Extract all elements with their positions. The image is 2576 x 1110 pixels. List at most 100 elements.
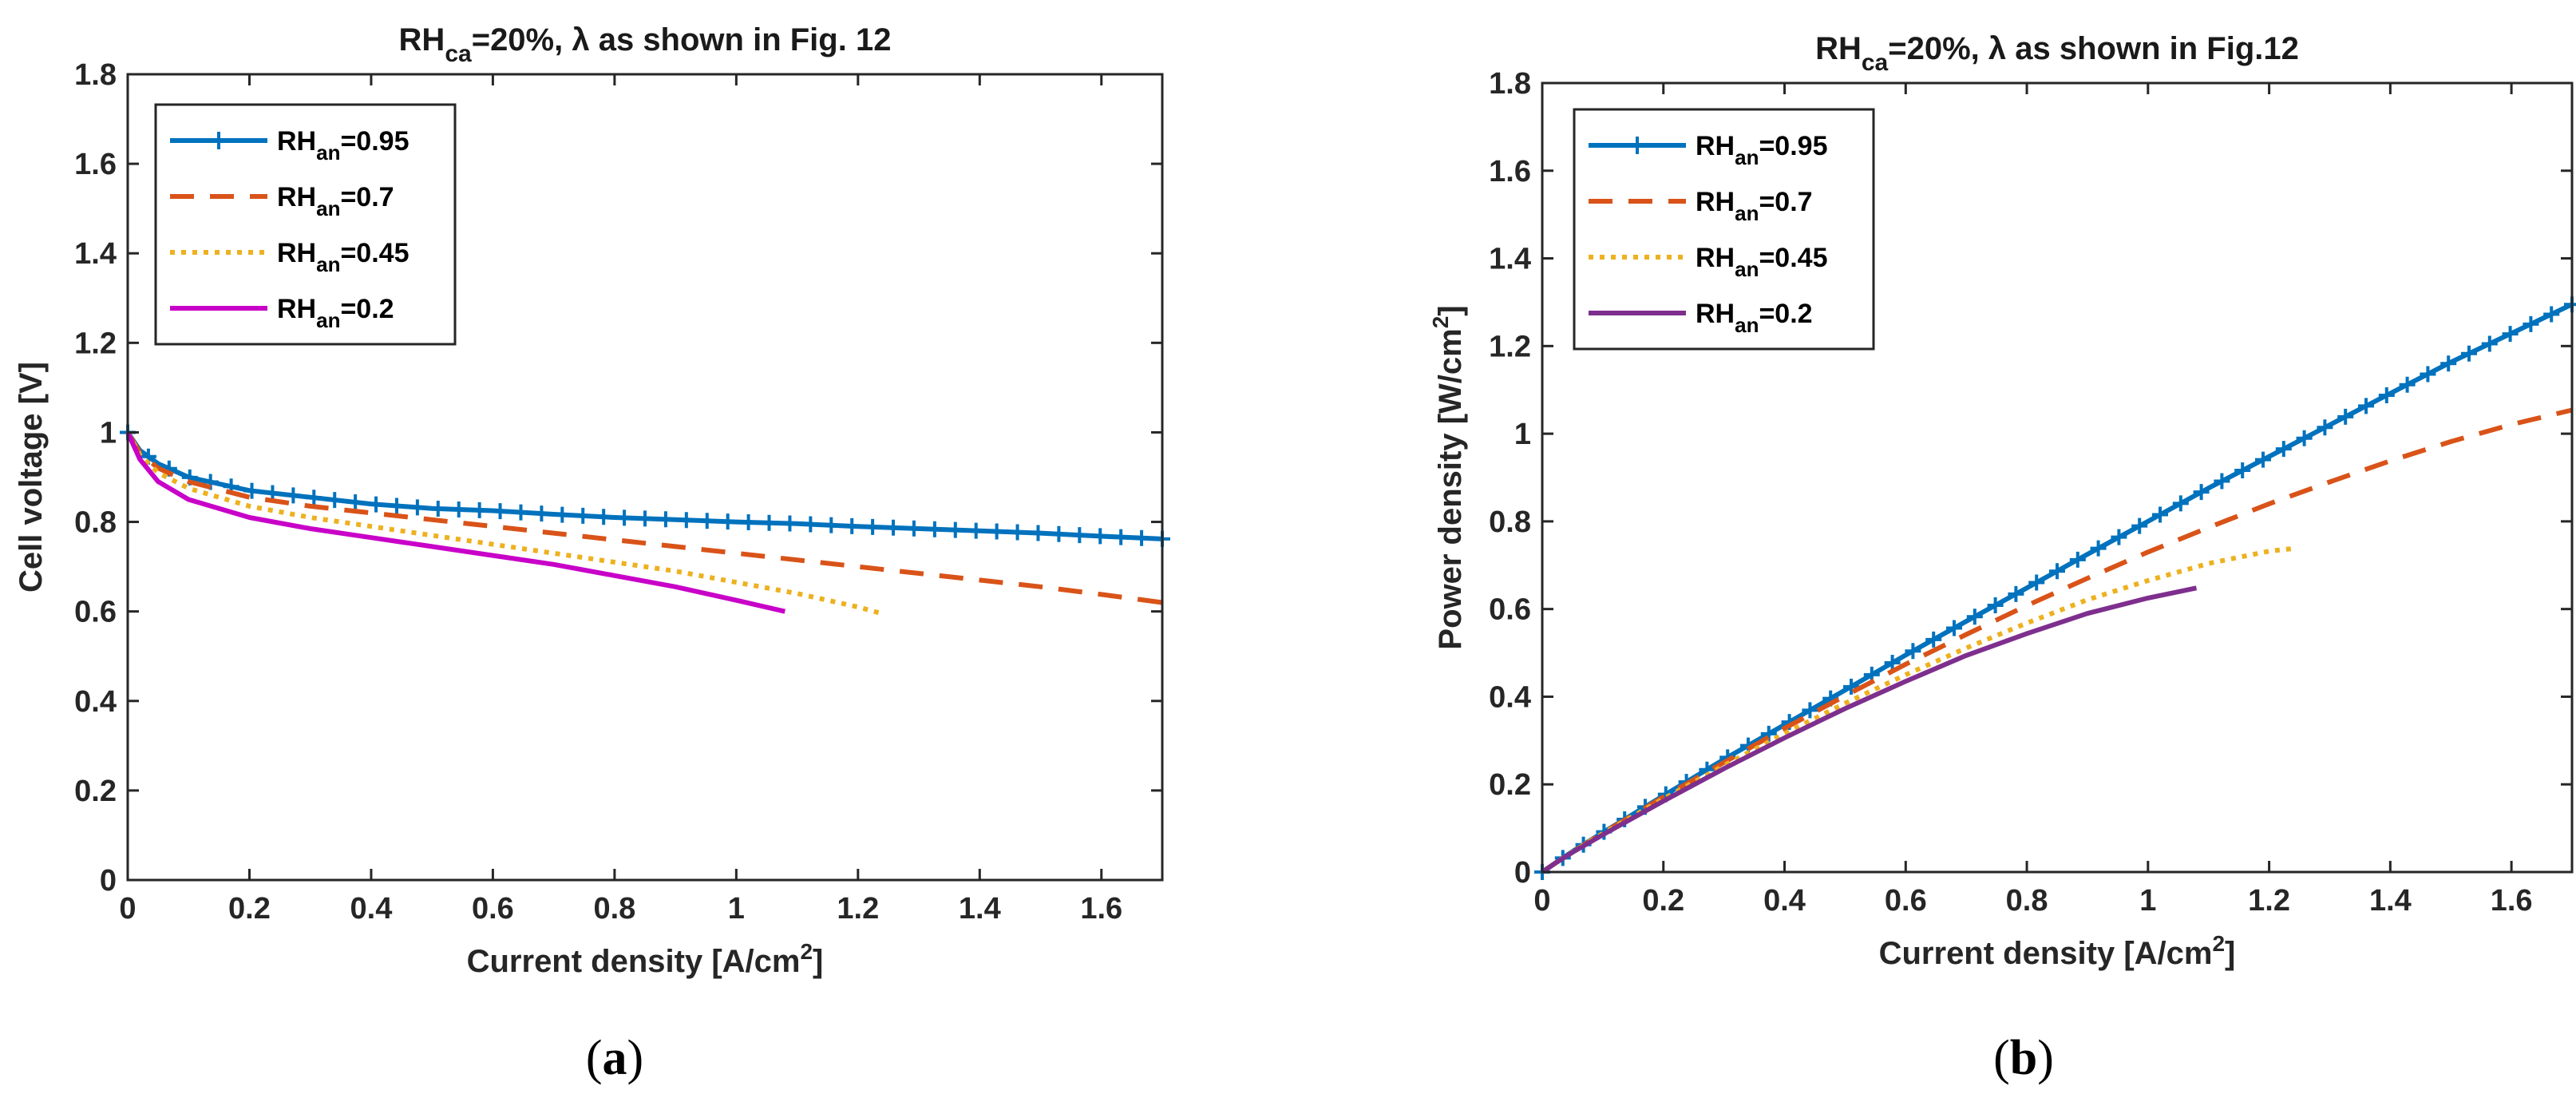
y-tick-label: 0.4 [74, 685, 117, 719]
legend-marker [210, 132, 228, 149]
x-tick-label: 0.6 [1885, 884, 1927, 918]
legend-label-1: RHan=0.7 [277, 182, 394, 220]
axes-box [1541, 81, 2574, 874]
xlabel-end: ] [813, 944, 823, 979]
x-tick-label: 1.2 [837, 892, 879, 926]
series-marker [905, 520, 922, 537]
legend-sub: an [316, 141, 340, 165]
series-marker [2069, 551, 2086, 568]
panel-label: (a) [586, 1031, 643, 1085]
legend-sub: an [1735, 257, 1759, 281]
panel-paren-close: ) [627, 1031, 644, 1085]
x-tick-label: 0.2 [1642, 884, 1684, 918]
series-marker [1884, 654, 1901, 671]
series-marker [637, 510, 653, 527]
series-marker [347, 494, 364, 510]
series-marker [492, 503, 508, 520]
series-marker [326, 492, 343, 509]
series-marker [698, 513, 715, 529]
series-marker [616, 509, 633, 526]
series-marker [409, 499, 425, 516]
series-marker [2049, 563, 2065, 580]
series-marker [2523, 315, 2539, 332]
series-marker [2234, 462, 2251, 479]
x-tick-label: 1 [728, 892, 745, 926]
series-marker [388, 498, 405, 514]
y-tick-label: 0.4 [1489, 680, 1531, 714]
series-marker [2296, 430, 2313, 446]
legend-marker [1628, 137, 1646, 154]
series-marker [575, 507, 592, 524]
series-marker [471, 501, 488, 518]
legend-rest: =0.2 [340, 294, 394, 324]
legend-sub: an [1735, 201, 1759, 225]
title-rest: =20%, λ as shown in Fig.12 [1888, 31, 2299, 66]
series-marker [823, 517, 840, 533]
series-marker [2420, 366, 2436, 383]
series-marker [306, 490, 322, 506]
series-marker [2481, 335, 2498, 352]
series-marker [740, 514, 757, 531]
legend-main: RH [277, 294, 316, 324]
y-tick-label: 0.8 [74, 506, 117, 540]
legend-label-3: RHan=0.2 [277, 294, 394, 332]
legend-main: RH [277, 238, 316, 268]
title-main: RH [1815, 31, 1862, 66]
series-marker [1071, 527, 1088, 544]
ylabel-sup: 2 [1428, 316, 1453, 329]
series-marker [429, 501, 446, 517]
ylabel-main: Power density [W/cm [1433, 328, 1468, 649]
legend-sub: an [316, 252, 340, 276]
legend-rest: =0.2 [1759, 299, 1812, 329]
x-tick-label: 0 [1533, 884, 1550, 918]
title-rest: =20%, λ as shown in Fig. 12 [472, 22, 892, 57]
y-axis-label: Cell voltage [V] [14, 362, 49, 593]
series-marker [988, 523, 1005, 540]
series-marker [2378, 387, 2395, 403]
legend-rest: =0.45 [1759, 243, 1827, 273]
x-tick-label: 1.4 [2369, 884, 2412, 918]
x-tick-label: 0.4 [1763, 884, 1806, 918]
series-marker [761, 514, 778, 531]
chart-title: RHca=20%, λ as shown in Fig.12 [1815, 31, 2299, 76]
legend-label-1: RHan=0.7 [1696, 187, 1813, 225]
legend-label-3: RHan=0.2 [1696, 299, 1813, 337]
x-axis-label: Current density [A/cm2] [467, 939, 824, 979]
series-marker [782, 515, 798, 532]
xlabel-main: Current density [A/cm [1879, 936, 2213, 971]
legend-main: RH [1696, 187, 1735, 217]
series-marker [1802, 702, 1818, 719]
x-tick-label: 0.4 [350, 892, 393, 926]
series-marker [657, 511, 674, 528]
series-marker [926, 521, 943, 537]
legend-main: RH [1696, 299, 1735, 329]
series-marker [967, 522, 984, 539]
x-tick-label: 0.8 [2006, 884, 2048, 918]
series-marker [2543, 306, 2560, 323]
series-marker [450, 501, 467, 517]
series-marker [2358, 398, 2374, 414]
x-tick-label: 0.8 [593, 892, 635, 926]
y-tick-label: 0.2 [74, 775, 117, 808]
y-tick-label: 0.8 [1489, 505, 1531, 539]
panel-letter: a [603, 1031, 627, 1085]
series-marker [844, 517, 861, 534]
series-marker [1030, 525, 1047, 541]
ylabel-end: ] [1433, 305, 1468, 315]
legend-label-0: RHan=0.95 [277, 126, 409, 165]
series-marker [865, 518, 881, 535]
y-tick-label: 0 [100, 864, 117, 898]
y-tick-label: 1 [100, 416, 117, 450]
series-marker [2337, 408, 2354, 425]
y-tick-label: 1.8 [74, 58, 117, 92]
series-marker [1987, 597, 2004, 614]
title-main: RH [399, 22, 445, 57]
series-marker [2193, 484, 2210, 501]
y-tick-label: 0 [1514, 856, 1531, 890]
series-marker [1009, 524, 1026, 541]
x-tick-label: 1.2 [2248, 884, 2290, 918]
series-marker [2111, 529, 2127, 545]
